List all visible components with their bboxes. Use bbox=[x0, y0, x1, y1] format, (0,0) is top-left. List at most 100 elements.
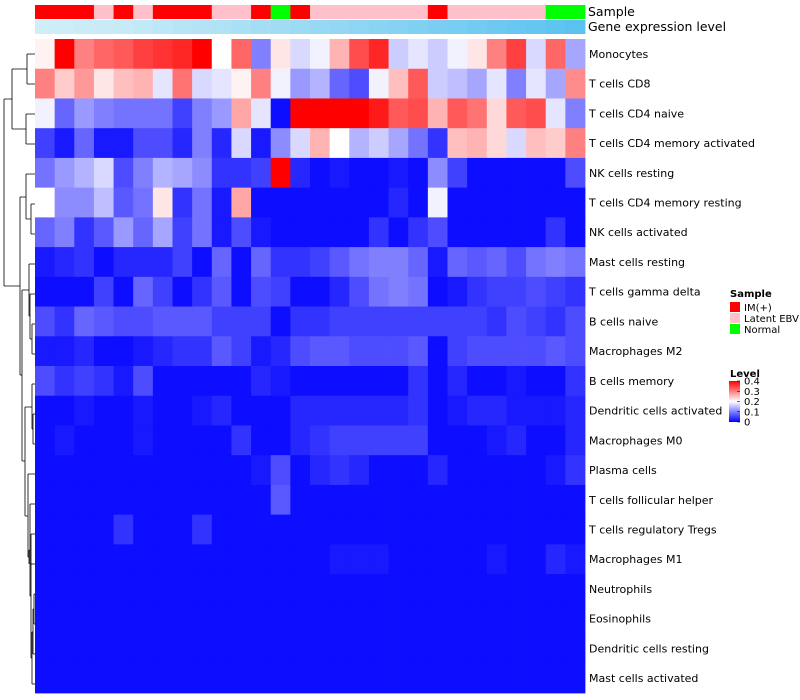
heatmap-cell bbox=[172, 217, 193, 248]
heatmap-cell bbox=[329, 39, 350, 70]
heatmap-cell bbox=[565, 98, 586, 129]
expression-level-cell bbox=[93, 20, 114, 34]
heatmap-cell bbox=[388, 276, 409, 307]
heatmap-cell bbox=[349, 574, 370, 605]
dendrogram-branch bbox=[26, 53, 35, 85]
heatmap-cell bbox=[565, 663, 586, 694]
heatmap-cell bbox=[270, 128, 291, 159]
heatmap-cell bbox=[251, 663, 272, 694]
heatmap-cell bbox=[152, 633, 173, 664]
heatmap-cell bbox=[113, 484, 134, 516]
heatmap-cell bbox=[408, 574, 429, 605]
heatmap-cell bbox=[349, 306, 370, 337]
dendrogram-branch bbox=[25, 113, 35, 145]
expression-level-cell bbox=[211, 20, 232, 34]
heatmap-cell bbox=[368, 217, 389, 248]
heatmap-cell bbox=[526, 574, 547, 605]
heatmap-cell bbox=[172, 98, 193, 129]
row-label: T cells gamma delta bbox=[588, 286, 701, 299]
heatmap-cell bbox=[211, 663, 232, 694]
heatmap-cell bbox=[408, 603, 429, 634]
row-label: NK cells activated bbox=[589, 226, 688, 239]
heatmap-cell bbox=[211, 603, 232, 634]
heatmap-cell bbox=[427, 39, 448, 70]
heatmap-cell bbox=[172, 247, 193, 278]
heatmap-cell bbox=[290, 98, 311, 129]
expression-level-cell bbox=[486, 20, 507, 34]
heatmap-cell bbox=[310, 395, 331, 426]
heatmap-cell bbox=[93, 633, 114, 664]
heatmap-cell bbox=[231, 39, 252, 70]
heatmap-cell bbox=[408, 187, 429, 218]
heatmap-cell bbox=[251, 514, 272, 545]
heatmap-cell bbox=[152, 157, 173, 189]
level-color-bar bbox=[729, 381, 740, 422]
heatmap-cell bbox=[447, 603, 468, 634]
heatmap-cell bbox=[192, 187, 213, 218]
heatmap-cell bbox=[467, 484, 488, 516]
heatmap-cell bbox=[93, 455, 114, 486]
heatmap-cell bbox=[545, 484, 566, 516]
heatmap-cell bbox=[152, 514, 173, 545]
sample-legend-label: IM(+) bbox=[744, 303, 772, 314]
heatmap-cell bbox=[545, 633, 566, 664]
heatmap-cell bbox=[545, 217, 566, 248]
heatmap-cell bbox=[211, 514, 232, 545]
sample-annotation-cell bbox=[545, 5, 566, 19]
heatmap-cell bbox=[192, 633, 213, 664]
heatmap-cell bbox=[310, 514, 331, 545]
heatmap-cell bbox=[368, 395, 389, 426]
heatmap-cell bbox=[545, 574, 566, 605]
heatmap-cell bbox=[388, 633, 409, 664]
heatmap-cell bbox=[113, 603, 134, 634]
heatmap-cell bbox=[467, 603, 488, 634]
heatmap-cell bbox=[290, 603, 311, 634]
heatmap-cell bbox=[447, 187, 468, 218]
heatmap-cell bbox=[486, 217, 507, 248]
heatmap-cell bbox=[54, 336, 75, 367]
heatmap-cell bbox=[251, 484, 272, 516]
heatmap-cell bbox=[35, 336, 56, 367]
heatmap-cell bbox=[427, 603, 448, 634]
heatmap-cell bbox=[427, 98, 448, 129]
heatmap-cell bbox=[427, 217, 448, 248]
heatmap-cell bbox=[506, 514, 527, 545]
row-label: Dendritic cells activated bbox=[589, 405, 722, 418]
heatmap-cell bbox=[172, 68, 193, 99]
heatmap-cell bbox=[388, 366, 409, 397]
heatmap-cell bbox=[133, 366, 154, 397]
heatmap-cell bbox=[113, 98, 134, 129]
sample-annotation-cell bbox=[388, 5, 409, 19]
heatmap-cell bbox=[35, 484, 56, 516]
heatmap-cell bbox=[54, 128, 75, 159]
heatmap-cell bbox=[113, 306, 134, 337]
heatmap-cell bbox=[35, 98, 56, 129]
heatmap-cell bbox=[152, 395, 173, 426]
row-label: Macrophages M0 bbox=[589, 434, 682, 447]
heatmap-cell bbox=[447, 395, 468, 426]
expression-level-cell bbox=[329, 20, 350, 34]
heatmap-cell bbox=[172, 276, 193, 307]
heatmap-cell bbox=[349, 336, 370, 367]
heatmap-cell bbox=[368, 157, 389, 189]
dendrogram-branch bbox=[19, 196, 26, 376]
heatmap-cell bbox=[388, 247, 409, 278]
heatmap-cell bbox=[349, 366, 370, 397]
heatmap-cell bbox=[349, 217, 370, 248]
heatmap-cell bbox=[545, 425, 566, 456]
heatmap-cell bbox=[270, 395, 291, 426]
heatmap-cell bbox=[192, 366, 213, 397]
heatmap-cell bbox=[388, 603, 409, 634]
heatmap-cell bbox=[93, 663, 114, 694]
heatmap-cell bbox=[74, 366, 95, 397]
heatmap-cell bbox=[211, 187, 232, 218]
level-legend-title: Level bbox=[730, 369, 760, 380]
heatmap-cell bbox=[486, 603, 507, 634]
heatmap-cell bbox=[565, 157, 586, 189]
heatmap-cell bbox=[211, 276, 232, 307]
heatmap-cell bbox=[35, 217, 56, 248]
dendrogram-branch bbox=[27, 473, 35, 558]
heatmap-cell bbox=[133, 68, 154, 99]
heatmap-cell bbox=[349, 128, 370, 159]
